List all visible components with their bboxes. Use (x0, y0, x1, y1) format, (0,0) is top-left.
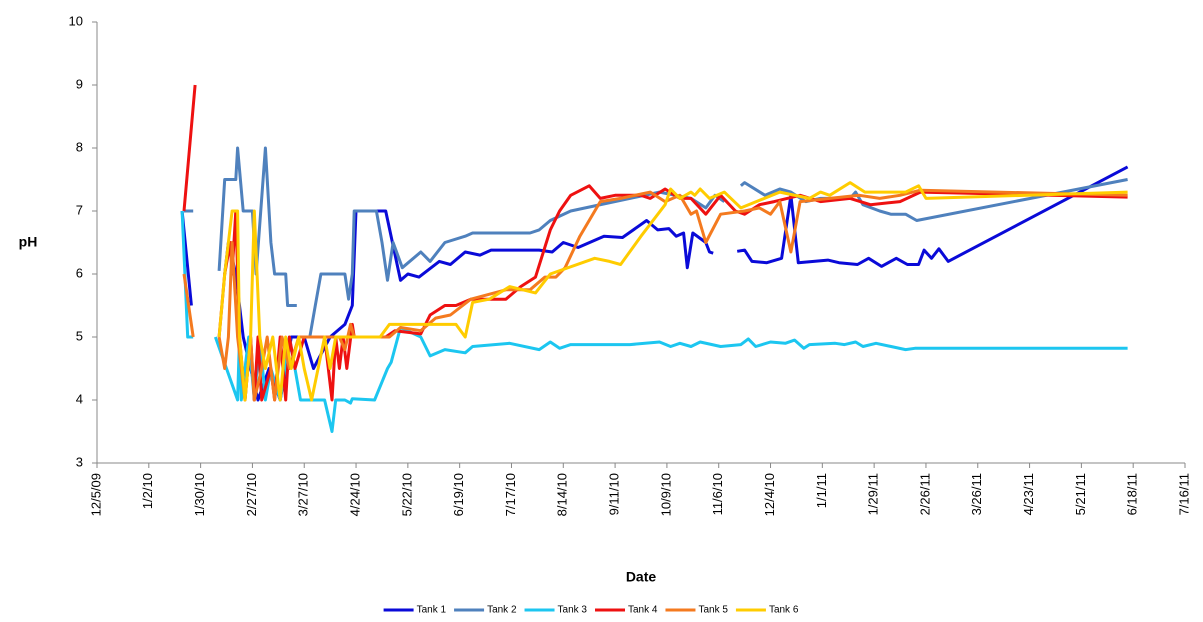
x-tick-label: 5/21/11 (1073, 473, 1088, 515)
series-line (180, 210, 1128, 433)
x-tick-label: 3/26/11 (969, 473, 984, 515)
legend-label: Tank 3 (558, 605, 588, 616)
x-tick-label: 4/24/10 (347, 473, 362, 516)
series-line (217, 181, 1128, 402)
x-axis-label: Date (626, 569, 657, 585)
y-tick-label: 4 (76, 391, 83, 406)
legend: Tank 1 Tank 2 Tank 3 Tank 4 Tank 5 Tank 6 (383, 605, 799, 616)
x-tick-label: 2/27/10 (244, 473, 259, 516)
y-tick-label: 7 (76, 202, 83, 217)
series-line (180, 165, 1129, 402)
x-tick-label: 5/22/10 (399, 473, 414, 516)
x-tick-label: 11/6/10 (710, 473, 725, 515)
x-tick-label: 3/27/10 (296, 473, 311, 516)
x-tick-label: 9/11/10 (607, 473, 622, 515)
x-tick-label: 1/1/11 (814, 473, 829, 508)
x-tick-label: 12/4/10 (762, 473, 777, 516)
x-tick-label: 12/5/09 (88, 473, 103, 516)
series-line (182, 188, 1128, 402)
x-tick-label: 1/30/10 (192, 473, 207, 516)
x-tick-label: 1/2/10 (140, 473, 155, 509)
y-axis-label: pH (19, 234, 38, 250)
x-tick-label: 6/19/10 (451, 473, 466, 516)
y-tick-label: 3 (76, 454, 83, 469)
y-tick-label: 10 (69, 13, 83, 28)
y-tick-label: 8 (76, 139, 83, 154)
x-tick-label: 4/23/11 (1021, 473, 1036, 515)
x-tick-label: 7/16/11 (1176, 473, 1191, 515)
x-tick-label: 8/14/10 (555, 473, 570, 516)
legend-label: Tank 2 (487, 605, 517, 616)
y-tick-label: 5 (76, 328, 83, 343)
legend-label: Tank 6 (769, 605, 799, 616)
x-tick-label: 1/29/11 (866, 473, 881, 515)
y-tick-label: 9 (76, 76, 83, 91)
legend-label: Tank 5 (698, 605, 728, 616)
legend-label: Tank 4 (628, 605, 658, 616)
legend-label: Tank 1 (417, 605, 447, 616)
x-tick-label: 2/26/11 (917, 473, 932, 515)
y-tick-label: 6 (76, 265, 83, 280)
x-tick-label: 6/18/11 (1125, 473, 1140, 515)
x-tick-label: 7/17/10 (503, 473, 518, 516)
x-tick-label: 10/9/10 (658, 473, 673, 516)
